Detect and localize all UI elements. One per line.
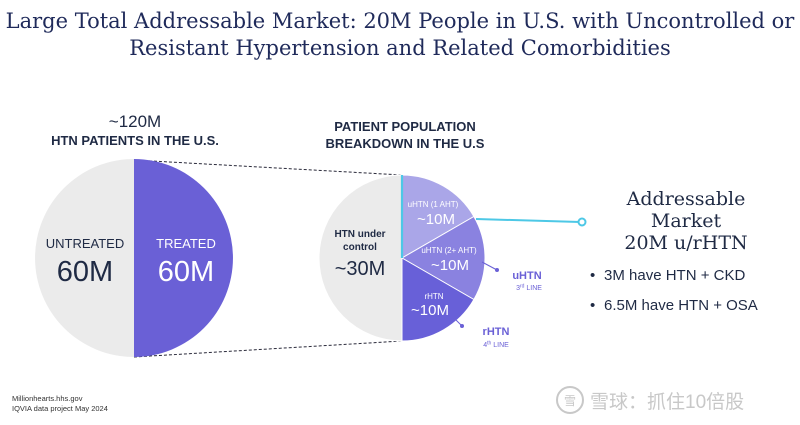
- label-untreated: UNTREATED: [46, 236, 124, 251]
- total-htn-count: ~120M: [108, 112, 162, 131]
- value-treated: 60M: [158, 256, 214, 288]
- addressable-market-heading: Addressable Market 20M u/rHTN: [596, 188, 776, 254]
- rhtn-pointer-line: [451, 315, 463, 327]
- annotation-rhtn-line: 4th LINE: [483, 341, 509, 350]
- title-line-1: Large Total Addressable Market: 20M Peop…: [5, 9, 795, 33]
- addressable-line-2: Market: [650, 210, 722, 232]
- label-treated: TREATED: [156, 236, 216, 251]
- snowball-logo-icon: 雪: [556, 386, 584, 414]
- source-line-2: IQVIA data project May 2024: [12, 404, 108, 413]
- mid-chart-header: PATIENT POPULATION BREAKDOWN IN THE U.S: [300, 118, 510, 152]
- label-rhtn: rHTN: [424, 292, 443, 301]
- value-rhtn: ~10M: [411, 302, 449, 319]
- uhtn-pointer-line: [481, 261, 498, 271]
- label-htn-under-control-2: control: [343, 242, 377, 253]
- left-chart-header: ~120M HTN PATIENTS IN THE U.S.: [30, 112, 240, 150]
- watermark: 雪 雪球：抓住10倍股: [556, 386, 744, 414]
- bullet-icon: •: [590, 297, 596, 314]
- bullet-text: 6.5M have HTN + OSA: [604, 297, 758, 314]
- addressable-line-3: 20M u/rHTN: [624, 232, 748, 254]
- annotation-uhtn-line: 3rd LINE: [516, 284, 542, 293]
- annotation-rhtn: rHTN: [483, 326, 510, 338]
- bullet-icon: •: [590, 267, 596, 284]
- title-line-2: Resistant Hypertension and Related Comor…: [129, 36, 671, 60]
- addressable-line-1: Addressable: [626, 188, 746, 210]
- label-htn-under-control-1: HTN under: [334, 229, 385, 240]
- uhtn-pointer-dot: [495, 268, 499, 272]
- slice-untreated: [35, 159, 134, 357]
- slice-treated: [134, 159, 233, 357]
- source-note: Millionhearts.hhs.gov IQVIA data project…: [12, 394, 108, 414]
- mid-header-line-1: PATIENT POPULATION: [334, 119, 476, 134]
- value-htn-under-control: ~30M: [335, 258, 386, 280]
- mid-header-line-2: BREAKDOWN IN THE U.S: [325, 136, 485, 151]
- addressable-pointer-dot: [577, 217, 587, 227]
- rhtn-pointer-dot: [460, 324, 464, 328]
- value-untreated: 60M: [57, 256, 113, 288]
- watermark-text: 雪球：抓住10倍股: [590, 391, 745, 413]
- slice-uhtn-2-aht: [401, 215, 486, 301]
- annotation-uhtn: uHTN: [512, 270, 541, 282]
- list-item: • 6.5M have HTN + OSA: [590, 296, 758, 326]
- slice-htn-under-control: [318, 174, 403, 342]
- label-uhtn-1-aht: uHTN (1 AHT): [408, 200, 459, 209]
- source-line-1: Millionhearts.hhs.gov: [12, 394, 83, 403]
- value-uhtn-2-aht: ~10M: [431, 257, 469, 274]
- value-uhtn-1-aht: ~10M: [417, 211, 455, 228]
- slice-uhtn-1-aht: [401, 174, 475, 259]
- total-htn-label: HTN PATIENTS IN THE U.S.: [51, 133, 219, 148]
- addressable-pointer-line: [475, 218, 581, 223]
- comorbidity-list: • 3M have HTN + CKD • 6.5M have HTN + OSA: [590, 266, 758, 326]
- bullet-text: 3M have HTN + CKD: [604, 267, 746, 284]
- label-uhtn-2-aht: uHTN (2+ AHT): [421, 246, 477, 255]
- page-title: Large Total Addressable Market: 20M Peop…: [0, 8, 800, 62]
- list-item: • 3M have HTN + CKD: [590, 266, 758, 296]
